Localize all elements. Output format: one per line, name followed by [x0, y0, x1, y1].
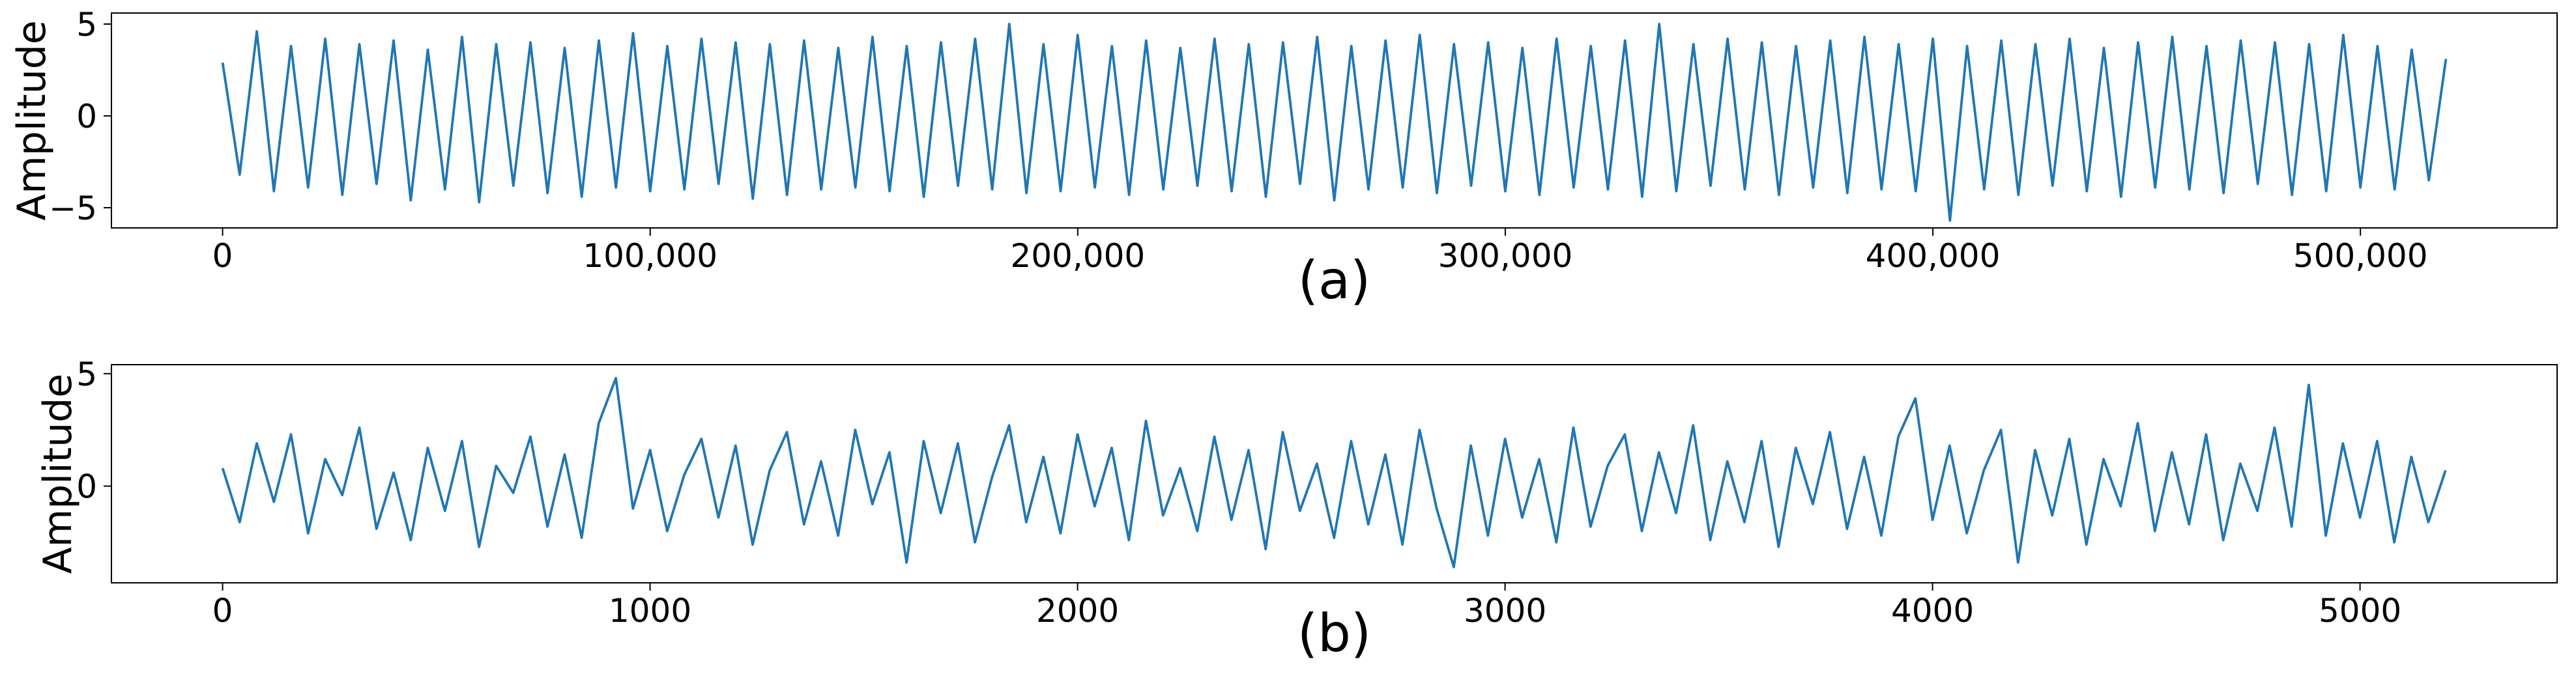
x-tick-label: 400,000	[1866, 237, 2001, 275]
x-tick-label: 4000	[1891, 592, 1974, 630]
x-tick-label: 0	[212, 237, 233, 275]
y-axis-label: Amplitude	[35, 374, 81, 574]
x-tick-label: 100,000	[583, 237, 717, 275]
plot-frame	[111, 364, 2558, 583]
y-tick-label: 0	[76, 98, 97, 135]
y-axis-label: Amplitude	[9, 20, 55, 220]
y-tick-label: 5	[76, 6, 97, 44]
signal-line	[221, 23, 2448, 222]
x-axis-label: (a)	[1298, 250, 1370, 311]
x-tick-label: 500,000	[2293, 237, 2428, 275]
x-tick-label: 3000	[1464, 592, 1546, 630]
x-tick-label: 1000	[609, 592, 691, 630]
x-tick-label: 2000	[1036, 592, 1119, 630]
x-axis-label: (b)	[1297, 603, 1371, 664]
signal-line	[221, 376, 2447, 568]
y-tick-label: 0	[76, 468, 97, 505]
x-tick-label: 5000	[2319, 592, 2401, 630]
plot-frame	[111, 12, 2558, 229]
y-tick-label: −5	[49, 189, 97, 227]
x-tick-label: 200,000	[1010, 237, 1145, 275]
x-tick-label: 0	[212, 592, 233, 630]
y-tick-label: 5	[76, 356, 97, 393]
x-tick-label: 300,000	[1438, 237, 1573, 275]
